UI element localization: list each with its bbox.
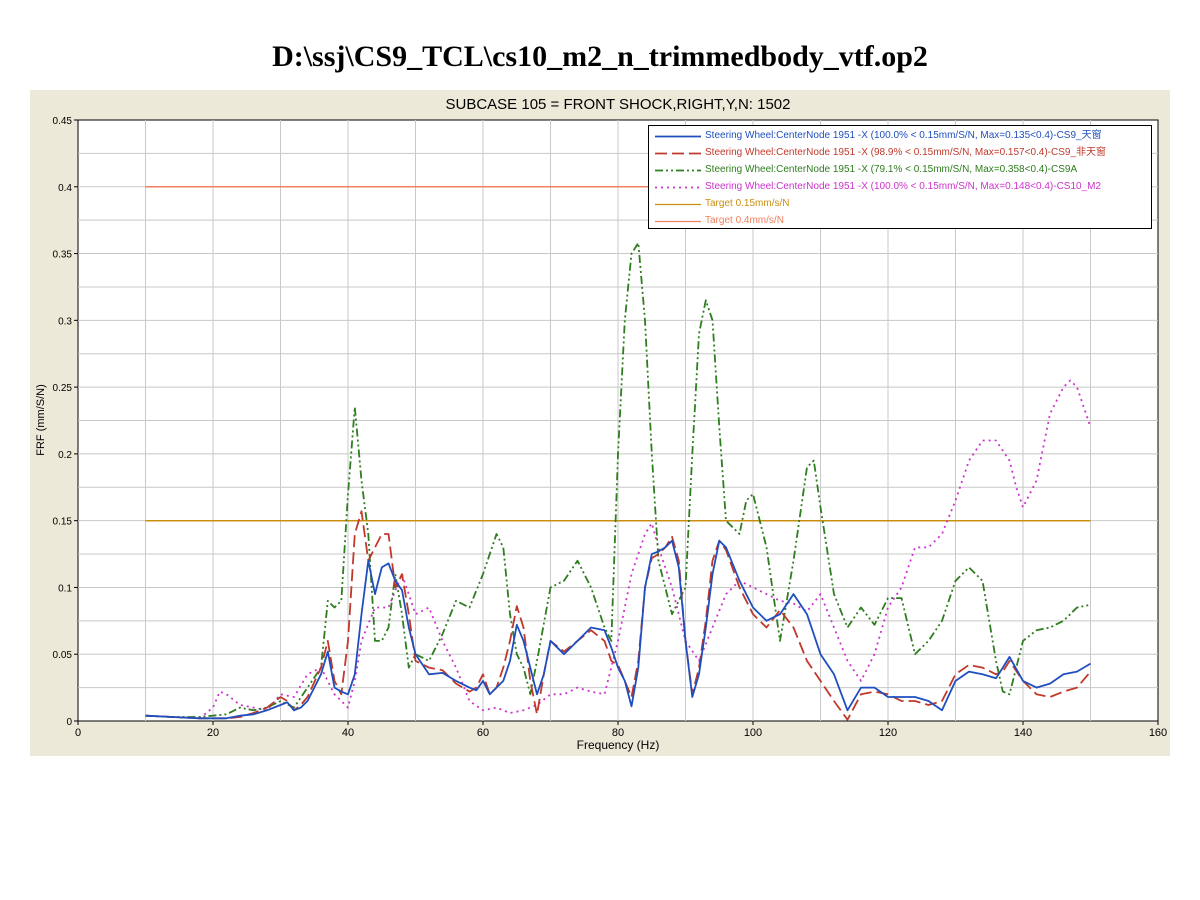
legend-swatch [655, 220, 701, 223]
legend-label: Steering Wheel:CenterNode 1951 -X (100.0… [705, 181, 1102, 192]
y-tick-label: 0.3 [58, 316, 72, 327]
x-tick-label: 60 [477, 727, 489, 739]
legend: Steering Wheel:CenterNode 1951 -X (100.0… [648, 125, 1152, 229]
legend-entry: Target 0.15mm/s/N [649, 196, 1153, 213]
y-tick-label: 0.2 [58, 450, 72, 461]
chart-title: SUBCASE 105 = FRONT SHOCK,RIGHT,Y,N: 150… [446, 96, 791, 113]
legend-swatch [655, 152, 701, 155]
y-tick-label: 0 [66, 717, 72, 728]
y-tick-label: 0.25 [53, 383, 73, 394]
legend-swatch [655, 169, 701, 172]
legend-label: Target 0.4mm/s/N [705, 215, 784, 226]
legend-entry: Steering Wheel:CenterNode 1951 -X (100.0… [649, 179, 1153, 196]
x-tick-label: 160 [1149, 727, 1167, 739]
y-tick-label: 0.1 [58, 583, 72, 594]
legend-swatch [655, 203, 701, 206]
x-tick-label: 140 [1014, 727, 1032, 739]
y-tick-label: 0.4 [58, 183, 72, 194]
x-tick-label: 40 [342, 727, 354, 739]
legend-label: Target 0.15mm/s/N [705, 198, 790, 209]
x-tick-label: 20 [207, 727, 219, 739]
series-line [145, 510, 1092, 721]
legend-swatch [655, 135, 701, 138]
legend-label: Steering Wheel:CenterNode 1951 -X (100.0… [705, 130, 1102, 141]
y-axis-label: FRF (mm/S/N) [35, 384, 47, 455]
series-lines [145, 186, 1092, 721]
legend-swatch [655, 186, 701, 189]
legend-entry: Steering Wheel:CenterNode 1951 -X (98.9%… [649, 145, 1153, 162]
series-line [145, 539, 1091, 720]
legend-label: Steering Wheel:CenterNode 1951 -X (79.1%… [705, 164, 1078, 175]
axes: 0 20 40 60 80 100 120 140 160 0 0.05 0.1 0.15 0.2 0.25… [53, 116, 1168, 739]
x-tick-label: 120 [879, 727, 897, 739]
y-tick-label: 0.15 [53, 517, 73, 528]
x-tick-label: 80 [612, 727, 624, 739]
legend-label: Steering Wheel:CenterNode 1951 -X (98.9%… [705, 147, 1107, 158]
legend-entry: Steering Wheel:CenterNode 1951 -X (100.0… [649, 128, 1153, 145]
y-tick-label: 0.05 [53, 650, 73, 661]
x-tick-label: 0 [75, 727, 81, 739]
page-title: D:\ssj\CS9_TCL\cs10_m2_n_trimmedbody_vtf… [272, 40, 928, 73]
legend-entry: Steering Wheel:CenterNode 1951 -X (79.1%… [649, 162, 1153, 179]
x-axis-label: Frequency (Hz) [577, 738, 660, 752]
legend-entry: Target 0.4mm/s/N [649, 213, 1153, 230]
y-tick-label: 0.45 [53, 116, 73, 127]
y-tick-label: 0.35 [53, 250, 73, 261]
x-tick-label: 100 [744, 727, 762, 739]
